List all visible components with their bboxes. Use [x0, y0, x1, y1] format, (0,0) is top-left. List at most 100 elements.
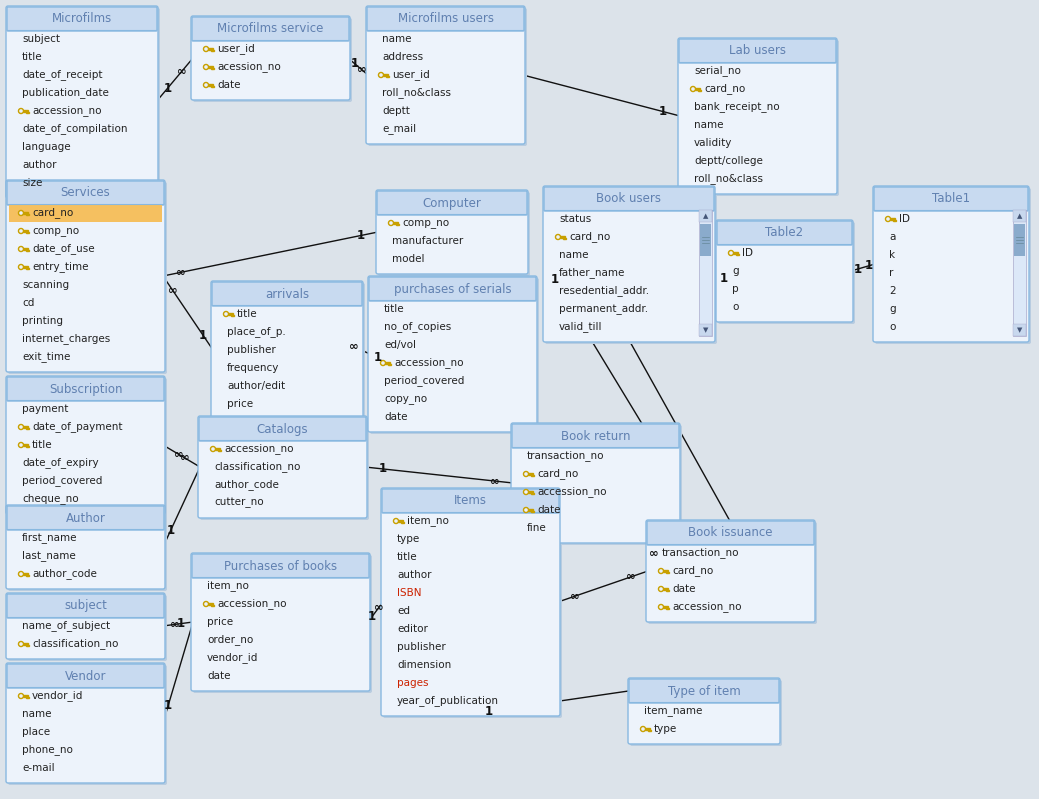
Text: place: place	[22, 727, 50, 737]
Text: g: g	[889, 304, 896, 314]
FancyBboxPatch shape	[512, 424, 680, 448]
Text: fine: fine	[527, 523, 547, 533]
Text: period_covered: period_covered	[384, 376, 464, 387]
Bar	[895, 220, 896, 221]
Text: publisher: publisher	[227, 345, 275, 355]
Text: payment: payment	[22, 404, 69, 414]
Text: accession_no: accession_no	[217, 598, 287, 610]
Text: no_of_copies: no_of_copies	[384, 321, 451, 332]
Text: ∞: ∞	[627, 570, 636, 583]
Text: title: title	[22, 52, 43, 62]
FancyBboxPatch shape	[7, 377, 164, 401]
Circle shape	[204, 46, 209, 51]
Circle shape	[19, 642, 24, 646]
Circle shape	[19, 694, 24, 698]
Text: date: date	[384, 412, 407, 422]
Circle shape	[19, 443, 24, 447]
Text: accession_no: accession_no	[32, 105, 102, 117]
Bar	[211, 68, 212, 70]
FancyBboxPatch shape	[7, 594, 164, 618]
Text: frequency: frequency	[227, 363, 279, 373]
Circle shape	[204, 65, 209, 70]
Text: accession_no: accession_no	[224, 443, 293, 455]
Text: Lab users: Lab users	[729, 45, 785, 58]
Text: resedential_addr.: resedential_addr.	[559, 285, 649, 296]
Bar	[528, 473, 533, 475]
Bar	[663, 570, 668, 572]
FancyBboxPatch shape	[383, 490, 562, 718]
FancyBboxPatch shape	[191, 16, 350, 100]
Bar	[893, 220, 894, 221]
Text: user_id: user_id	[392, 70, 430, 81]
Text: ▼: ▼	[1017, 327, 1022, 333]
FancyBboxPatch shape	[8, 8, 160, 200]
Text: printing: printing	[22, 316, 63, 326]
Text: ed: ed	[397, 606, 410, 616]
Circle shape	[660, 570, 662, 572]
Text: o: o	[889, 322, 896, 332]
FancyBboxPatch shape	[646, 520, 815, 622]
Circle shape	[20, 695, 22, 697]
Text: validity: validity	[694, 138, 732, 148]
Bar	[23, 266, 28, 268]
Circle shape	[204, 82, 209, 88]
FancyBboxPatch shape	[213, 283, 365, 421]
Bar	[26, 645, 27, 646]
Circle shape	[204, 602, 209, 606]
Bar	[383, 74, 389, 76]
FancyBboxPatch shape	[193, 18, 352, 102]
Text: date_of_use: date_of_use	[32, 244, 95, 254]
Circle shape	[887, 218, 889, 220]
Text: Book return: Book return	[561, 430, 631, 443]
Circle shape	[525, 491, 527, 493]
FancyBboxPatch shape	[543, 186, 715, 342]
Bar	[699, 210, 712, 222]
Text: ed/vol: ed/vol	[384, 340, 416, 350]
FancyBboxPatch shape	[370, 278, 539, 434]
FancyBboxPatch shape	[6, 6, 158, 198]
Circle shape	[20, 212, 22, 214]
Bar	[27, 697, 28, 698]
Text: Microfilms users: Microfilms users	[398, 13, 494, 26]
FancyBboxPatch shape	[513, 425, 682, 545]
Text: classification_no: classification_no	[214, 462, 300, 472]
Bar	[398, 520, 403, 522]
Circle shape	[19, 571, 24, 577]
Circle shape	[395, 520, 397, 522]
Bar	[26, 446, 27, 447]
FancyBboxPatch shape	[193, 555, 372, 693]
Bar	[663, 588, 668, 590]
Bar	[698, 89, 699, 91]
FancyBboxPatch shape	[511, 423, 680, 543]
Text: date: date	[537, 505, 560, 515]
Circle shape	[378, 73, 383, 78]
Bar	[26, 697, 27, 698]
FancyBboxPatch shape	[545, 188, 717, 344]
FancyBboxPatch shape	[8, 665, 167, 785]
Circle shape	[389, 221, 394, 225]
Bar	[219, 450, 220, 451]
Bar	[563, 238, 564, 240]
Bar	[699, 210, 712, 336]
FancyBboxPatch shape	[192, 17, 349, 41]
Text: serial_no: serial_no	[694, 66, 741, 77]
FancyBboxPatch shape	[544, 187, 714, 211]
Bar	[23, 230, 28, 232]
Bar	[667, 572, 668, 574]
Text: subject: subject	[64, 599, 107, 613]
Text: card_no: card_no	[32, 208, 74, 218]
FancyBboxPatch shape	[680, 39, 836, 63]
Bar	[1013, 210, 1025, 336]
Bar	[27, 427, 28, 429]
Circle shape	[692, 88, 694, 90]
Text: period_covered: period_covered	[22, 475, 103, 487]
Circle shape	[20, 643, 22, 645]
Circle shape	[660, 606, 662, 608]
Bar	[390, 364, 391, 365]
Text: ∞: ∞	[649, 547, 659, 560]
Text: 1: 1	[719, 272, 727, 285]
Circle shape	[20, 444, 22, 446]
FancyBboxPatch shape	[7, 664, 164, 688]
Bar	[229, 313, 233, 315]
FancyBboxPatch shape	[678, 38, 837, 194]
